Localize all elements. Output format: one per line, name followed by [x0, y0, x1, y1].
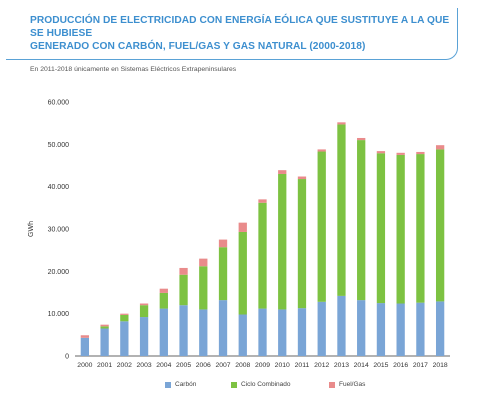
- bar-fuel-2015: [376, 151, 386, 154]
- bar-fuel-2018: [435, 145, 445, 150]
- bar-fuel-2007: [218, 239, 228, 248]
- bar-ciclo-2008: [238, 231, 247, 315]
- y-tick-label: 40.000: [48, 184, 70, 191]
- title-frame: [6, 8, 458, 60]
- bar-fuel-2009: [258, 199, 267, 203]
- bar-carbon-2016: [396, 303, 405, 356]
- y-tick-label: 30.000: [48, 227, 70, 234]
- x-tick-label: 2015: [373, 362, 388, 369]
- bar-carbon-2002: [120, 321, 129, 356]
- bar-ciclo-2006: [199, 266, 208, 310]
- bar-ciclo-2005: [179, 274, 188, 306]
- bar-ciclo-2013: [337, 124, 346, 296]
- x-tick-label: 2007: [215, 362, 230, 369]
- x-tick-label: 2018: [433, 362, 448, 369]
- bar-fuel-2013: [337, 122, 346, 125]
- legend-item-fuel: Fuel/Gas: [329, 381, 365, 388]
- bar-ciclo-2010: [278, 173, 287, 310]
- bar-ciclo-2017: [416, 154, 425, 303]
- x-tick-label: 2011: [295, 362, 310, 369]
- bar-fuel-2004: [159, 288, 168, 293]
- bar-ciclo-2018: [435, 149, 445, 302]
- bar-ciclo-2001: [100, 326, 109, 329]
- x-tick-label: 2014: [354, 362, 369, 369]
- bar-ciclo-2016: [396, 154, 405, 304]
- bar-ciclo-2015: [376, 153, 386, 304]
- legend-item-ciclo: Ciclo Combinado: [231, 381, 291, 388]
- x-tick-label: 2010: [275, 362, 290, 369]
- bar-fuel-2016: [396, 152, 405, 155]
- x-tick-label: 2008: [235, 362, 250, 369]
- y-tick-label: 10.000: [48, 311, 70, 318]
- y-tick-label: 60.000: [48, 100, 70, 107]
- bar-carbon-2000: [80, 337, 90, 356]
- bar-fuel-2017: [416, 151, 425, 155]
- bar-fuel-2014: [357, 137, 366, 141]
- bar-carbon-2005: [179, 305, 188, 356]
- bar-carbon-2010: [278, 309, 287, 356]
- y-tick-label: 20.000: [48, 269, 70, 276]
- bar-carbon-2013: [337, 295, 346, 356]
- chart-legend: Carbón Ciclo Combinado Fuel/Gas: [0, 381, 480, 393]
- bar-fuel-2011: [297, 176, 307, 180]
- y-tick-label: 50.000: [48, 142, 70, 149]
- y-axis-label: GWh: [28, 221, 35, 237]
- x-tick-label: 2006: [196, 362, 211, 369]
- bar-ciclo-2002: [120, 314, 129, 322]
- x-tick-label: 2002: [117, 362, 132, 369]
- bar-fuel-2003: [139, 303, 149, 306]
- bar-carbon-2017: [416, 302, 425, 356]
- x-tick-label: 2005: [176, 362, 191, 369]
- legend-swatch-ciclo: [231, 381, 237, 388]
- bar-ciclo-2012: [317, 151, 326, 302]
- bar-ciclo-2011: [297, 179, 307, 309]
- bar-carbon-2003: [139, 317, 149, 356]
- chart-subtitle: En 2011-2018 únicamente en Sistemas Eléc…: [30, 66, 237, 73]
- legend-swatch-carbon: [165, 381, 171, 388]
- x-tick-label: 2012: [314, 362, 329, 369]
- bar-ciclo-2004: [159, 292, 168, 309]
- x-tick-label: 2009: [255, 362, 270, 369]
- legend-item-carbon: Carbón: [165, 381, 196, 388]
- bar-fuel-2001: [100, 324, 109, 327]
- legend-label-fuel: Fuel/Gas: [339, 381, 366, 388]
- chart-title-line2: GENERADO CON CARBÓN, FUEL/GAS Y GAS NATU…: [30, 41, 366, 52]
- chart-title-line1: PRODUCCIÓN DE ELECTRICIDAD CON ENERGÍA E…: [30, 15, 450, 39]
- bar-carbon-2012: [317, 301, 326, 356]
- bar-fuel-2006: [199, 258, 208, 267]
- legend-label-carbon: Carbón: [175, 381, 197, 388]
- bar-fuel-2000: [80, 335, 90, 338]
- x-tick-label: 2013: [334, 362, 349, 369]
- bar-carbon-2004: [159, 308, 168, 356]
- y-tick-label: 0: [65, 354, 69, 361]
- legend-label-ciclo: Ciclo Combinado: [241, 381, 291, 388]
- bar-ciclo-2009: [258, 202, 267, 309]
- bar-ciclo-2014: [357, 140, 366, 301]
- bar-carbon-2007: [218, 300, 228, 356]
- bar-ciclo-2003: [139, 305, 149, 318]
- bar-carbon-2015: [376, 303, 386, 356]
- chart-title: PRODUCCIÓN DE ELECTRICIDAD CON ENERGÍA E…: [30, 14, 460, 53]
- bar-carbon-2006: [199, 309, 208, 356]
- bar-ciclo-2007: [218, 247, 228, 301]
- x-tick-label: 2001: [97, 362, 112, 369]
- x-tick-label: 2017: [413, 362, 428, 369]
- bar-carbon-2018: [435, 301, 445, 356]
- legend-swatch-fuel: [329, 381, 335, 388]
- bar-carbon-2008: [238, 314, 247, 356]
- bar-fuel-2010: [278, 170, 287, 174]
- x-tick-label: 2003: [137, 362, 152, 369]
- x-tick-label: 2004: [156, 362, 171, 369]
- bar-fuel-2012: [317, 149, 326, 152]
- bar-carbon-2001: [100, 328, 109, 356]
- bar-fuel-2005: [179, 267, 188, 275]
- x-tick-label: 2000: [77, 362, 92, 369]
- bar-fuel-2002: [120, 313, 129, 315]
- bar-carbon-2009: [258, 308, 267, 356]
- bar-carbon-2011: [297, 308, 307, 356]
- x-tick-label: 2016: [393, 362, 408, 369]
- bar-fuel-2008: [238, 222, 247, 232]
- bar-carbon-2014: [357, 300, 366, 356]
